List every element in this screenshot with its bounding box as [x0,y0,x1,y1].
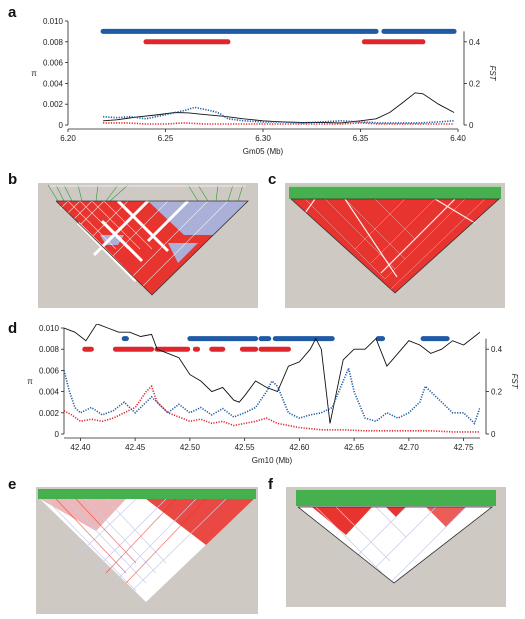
y-tick-label-a: 0 [59,121,64,130]
chart-a: 0 0.002 0.004 0.006 0.008 0.010 0 0.2 0.4 6.20 6.2… [31,17,497,156]
ld-heatmap-b [47,184,249,296]
x-tick-label-d: 42.65 [344,443,365,452]
panel-letter-e: e [8,476,17,493]
y-tick-label-a: 0.006 [43,59,64,68]
panel-letter-f: f [268,476,273,493]
y-tick-label-a: 0.002 [43,100,64,109]
snp-position-lines-c [289,185,501,199]
y-axis-title-a: π [31,69,37,78]
x-tick-label-a: 6.40 [450,134,466,143]
black-series-line-d [64,324,480,424]
snp-position-lines-b [47,184,244,202]
ld-panel-b [38,183,258,308]
x-tick-label-d: 42.45 [125,443,146,452]
y-tick-label-d: 0.008 [39,345,60,354]
x-axis-title-a: Gm05 (Mb) [243,147,284,156]
x-tick-label-a: 6.20 [60,134,76,143]
y-tick-label-d: 0.002 [39,409,60,418]
red-series-line-d [64,384,480,433]
y-tick-label-d: 0.004 [39,388,60,397]
panel-letter-d: d [8,320,18,337]
panel-letter-b: b [8,171,18,188]
y-tick-label-a: 0.010 [43,17,64,26]
y2-tick-label-d: 0 [491,430,496,439]
panel-letter-a: a [8,4,17,21]
x-tick-label-a: 6.25 [158,134,174,143]
snp-position-lines-e [38,489,256,499]
blue-series-line-a [103,106,455,124]
x-tick-label-a: 6.30 [255,134,271,143]
y-tick-label-d: 0 [55,430,60,439]
ld-heatmap-f [296,490,496,584]
x-axis-title-d: Gm10 (Mb) [252,456,293,465]
x-tick-label-d: 42.75 [454,443,475,452]
x-tick-label-d: 42.50 [180,443,201,452]
y-axis-title-d: π [27,377,33,386]
y2-tick-label-a: 0 [469,121,474,130]
plot-area-a [100,28,457,125]
y2-axis-title-a: FST [488,65,497,81]
y2-tick-label-a: 0.2 [469,79,481,88]
ld-heatmap-e [38,489,256,602]
x-tick-label-d: 42.60 [289,443,310,452]
y2-tick-label-a: 0.4 [469,38,481,47]
blue-series-line-d [64,365,480,425]
ld-panel-e [36,487,258,614]
x-tick-label-a: 6.35 [353,134,369,143]
y2-tick-label-d: 0.4 [491,345,503,354]
y-tick-label-d: 0.010 [39,324,60,333]
red-series-line-a [103,122,455,125]
y-tick-label-a: 0.008 [43,38,64,47]
y-tick-label-d: 0.006 [39,366,60,375]
ld-triangle-c [291,199,499,293]
y2-tick-label-d: 0.2 [491,388,503,397]
y-tick-label-a: 0.004 [43,79,64,88]
y2-axis-title-d: FST [510,373,519,389]
x-tick-label-d: 42.55 [235,443,256,452]
snp-position-lines-f [296,490,496,506]
ld-panel-c [285,183,505,308]
plot-area-d [64,324,480,433]
chart-d: 0 0.002 0.004 0.006 0.008 0.010 0 0.2 0.4 42.40 42… [27,324,519,465]
x-tick-label-d: 42.70 [399,443,420,452]
ld-heatmap-c [289,185,501,294]
black-series-line-a [103,92,455,124]
ld-panel-f [286,487,506,607]
x-tick-label-d: 42.40 [70,443,91,452]
panel-letter-c: c [268,171,277,188]
